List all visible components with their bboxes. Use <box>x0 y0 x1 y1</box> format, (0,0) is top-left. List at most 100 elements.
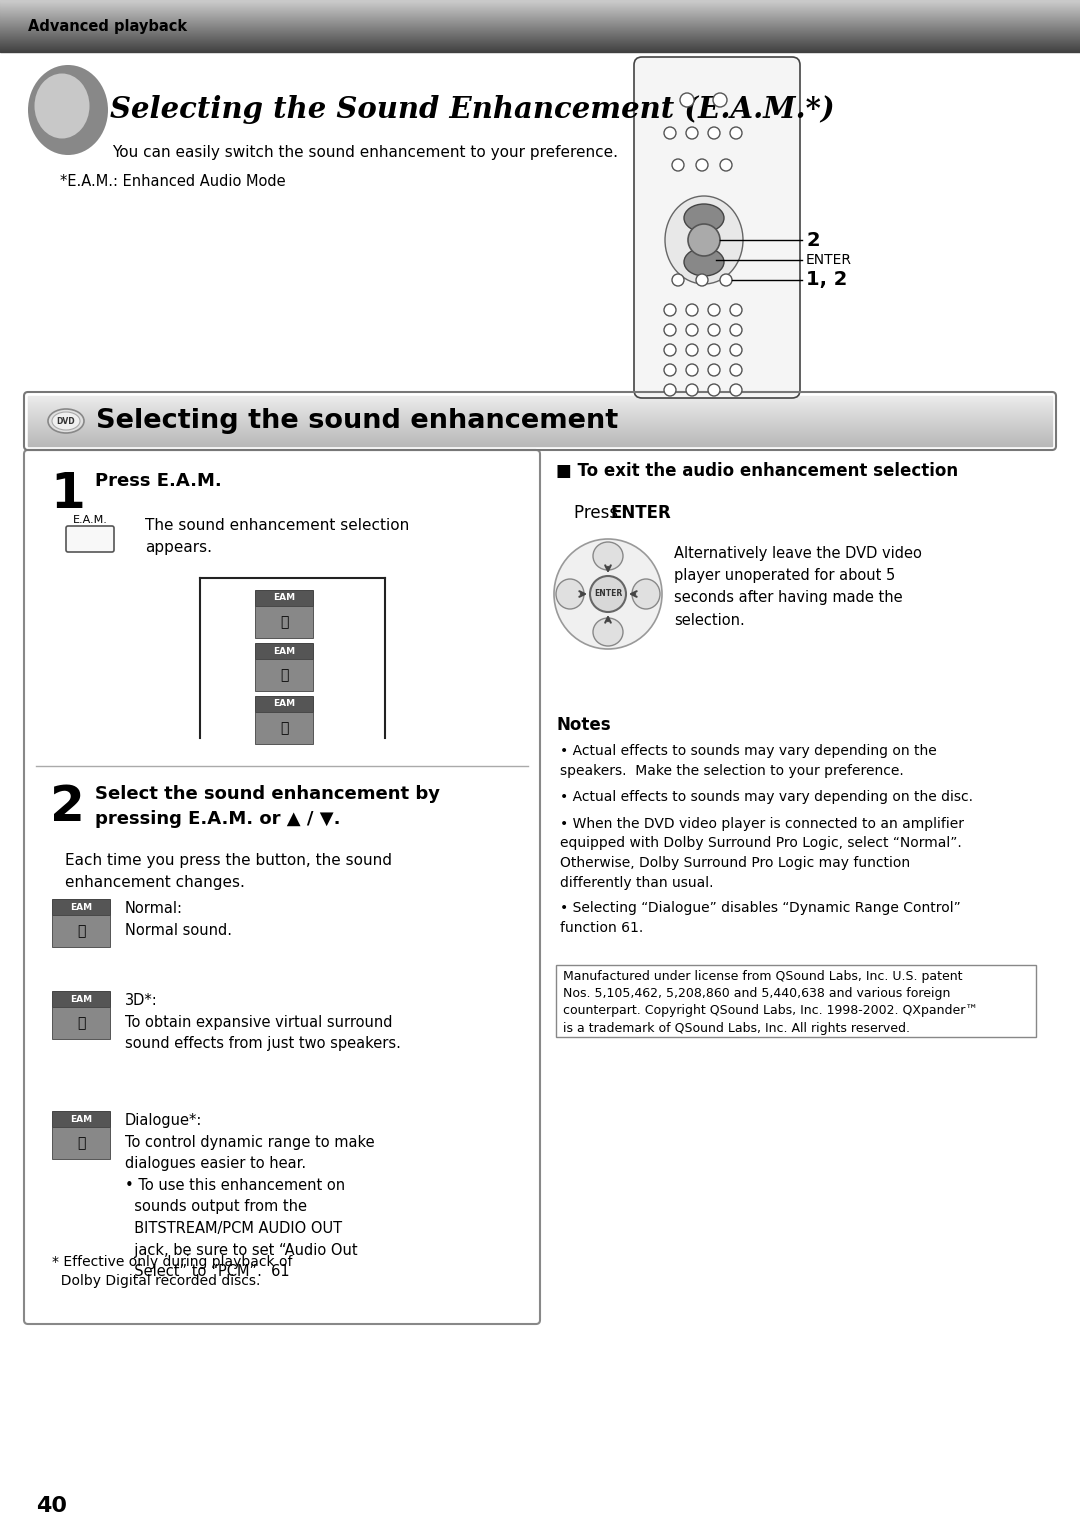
Text: The sound enhancement selection
appears.: The sound enhancement selection appears. <box>145 517 409 555</box>
Circle shape <box>708 304 720 316</box>
Text: *E.A.M.: Enhanced Audio Mode: *E.A.M.: Enhanced Audio Mode <box>60 174 285 189</box>
Bar <box>255 591 313 606</box>
Text: EAM: EAM <box>70 995 92 1004</box>
Circle shape <box>686 343 698 356</box>
Text: .: . <box>664 504 670 522</box>
Circle shape <box>664 343 676 356</box>
Bar <box>255 696 313 713</box>
Text: 1: 1 <box>50 470 85 517</box>
Text: 🔊: 🔊 <box>280 615 288 629</box>
Circle shape <box>730 127 742 139</box>
Circle shape <box>664 365 676 375</box>
Circle shape <box>664 304 676 316</box>
Text: 🔊: 🔊 <box>77 1135 85 1151</box>
Circle shape <box>708 343 720 356</box>
Text: EAM: EAM <box>273 594 295 603</box>
Circle shape <box>730 324 742 336</box>
Ellipse shape <box>35 73 90 139</box>
Ellipse shape <box>48 409 84 433</box>
Bar <box>52 1007 110 1039</box>
Circle shape <box>696 275 708 285</box>
Text: Press: Press <box>573 504 623 522</box>
Circle shape <box>672 159 684 171</box>
Ellipse shape <box>28 66 108 156</box>
Ellipse shape <box>632 578 660 609</box>
Circle shape <box>730 304 742 316</box>
Text: EAM: EAM <box>273 699 295 708</box>
Text: 2: 2 <box>50 783 85 832</box>
Circle shape <box>590 575 626 612</box>
Text: 🔊: 🔊 <box>77 925 85 938</box>
Circle shape <box>688 224 720 256</box>
Text: Alternatively leave the DVD video
player unoperated for about 5
seconds after ha: Alternatively leave the DVD video player… <box>674 546 922 627</box>
Bar <box>255 606 313 638</box>
Circle shape <box>686 127 698 139</box>
Text: Press E.A.M.: Press E.A.M. <box>95 472 221 490</box>
Text: Selecting the Sound Enhancement (E.A.M.*): Selecting the Sound Enhancement (E.A.M.*… <box>110 96 835 125</box>
Text: ENTER: ENTER <box>610 504 671 522</box>
Text: 40: 40 <box>36 1495 67 1515</box>
Text: • When the DVD video player is connected to an amplifier
equipped with Dolby Sur: • When the DVD video player is connected… <box>561 816 964 890</box>
Text: You can easily switch the sound enhancement to your preference.: You can easily switch the sound enhancem… <box>112 145 618 160</box>
Text: EAM: EAM <box>70 1114 92 1123</box>
Text: Notes: Notes <box>556 716 610 734</box>
Text: ENTER: ENTER <box>594 589 622 598</box>
Text: Each time you press the button, the sound
enhancement changes.: Each time you press the button, the soun… <box>65 853 392 890</box>
Circle shape <box>664 385 676 397</box>
Ellipse shape <box>684 204 724 232</box>
Bar <box>255 642 313 659</box>
Circle shape <box>720 159 732 171</box>
Circle shape <box>664 127 676 139</box>
Circle shape <box>713 93 727 107</box>
Text: Select the sound enhancement by
pressing E.A.M. or ▲ / ▼.: Select the sound enhancement by pressing… <box>95 784 440 829</box>
Circle shape <box>730 365 742 375</box>
Text: ENTER: ENTER <box>806 253 852 267</box>
FancyBboxPatch shape <box>634 56 800 398</box>
Text: • Selecting “Dialogue” disables “Dynamic Range Control”
function 61.: • Selecting “Dialogue” disables “Dynamic… <box>561 900 961 934</box>
Text: * Effective only during playback of
  Dolby Digital recorded discs.: * Effective only during playback of Dolb… <box>52 1254 293 1288</box>
Circle shape <box>708 324 720 336</box>
Circle shape <box>730 343 742 356</box>
Text: Advanced playback: Advanced playback <box>28 18 187 34</box>
Text: 🔊: 🔊 <box>280 720 288 736</box>
Text: Manufactured under license from QSound Labs, Inc. U.S. patent
Nos. 5,105,462, 5,: Manufactured under license from QSound L… <box>563 971 977 1035</box>
FancyBboxPatch shape <box>24 450 540 1325</box>
Ellipse shape <box>665 195 743 284</box>
Circle shape <box>672 275 684 285</box>
Ellipse shape <box>52 412 80 430</box>
Circle shape <box>720 275 732 285</box>
Circle shape <box>708 365 720 375</box>
Circle shape <box>686 385 698 397</box>
Text: EAM: EAM <box>70 902 92 911</box>
Bar <box>52 899 110 916</box>
Text: ■ To exit the audio enhancement selection: ■ To exit the audio enhancement selectio… <box>556 462 958 481</box>
Circle shape <box>696 159 708 171</box>
Text: Selecting the sound enhancement: Selecting the sound enhancement <box>96 407 618 433</box>
Text: EAM: EAM <box>273 647 295 656</box>
Text: 🔊: 🔊 <box>77 1016 85 1030</box>
Ellipse shape <box>556 578 584 609</box>
Text: 3D*:
To obtain expansive virtual surround
sound effects from just two speakers.: 3D*: To obtain expansive virtual surroun… <box>125 993 401 1051</box>
Ellipse shape <box>593 618 623 645</box>
Circle shape <box>686 365 698 375</box>
Ellipse shape <box>593 542 623 571</box>
Ellipse shape <box>684 249 724 276</box>
Circle shape <box>708 385 720 397</box>
Bar <box>52 1111 110 1128</box>
Circle shape <box>664 324 676 336</box>
Circle shape <box>708 127 720 139</box>
Circle shape <box>730 385 742 397</box>
Text: 1, 2: 1, 2 <box>806 270 848 290</box>
Text: Dialogue*:
To control dynamic range to make
dialogues easier to hear.
• To use t: Dialogue*: To control dynamic range to m… <box>125 1112 375 1279</box>
Text: Normal:
Normal sound.: Normal: Normal sound. <box>125 900 232 937</box>
Bar <box>255 713 313 745</box>
Text: E.A.M.: E.A.M. <box>72 514 107 525</box>
Text: 🔊: 🔊 <box>280 668 288 682</box>
Bar <box>52 1128 110 1160</box>
Bar <box>52 990 110 1007</box>
Text: 2: 2 <box>806 230 820 249</box>
Bar <box>52 916 110 948</box>
FancyBboxPatch shape <box>66 526 114 552</box>
Circle shape <box>686 324 698 336</box>
Bar <box>556 964 1036 1038</box>
